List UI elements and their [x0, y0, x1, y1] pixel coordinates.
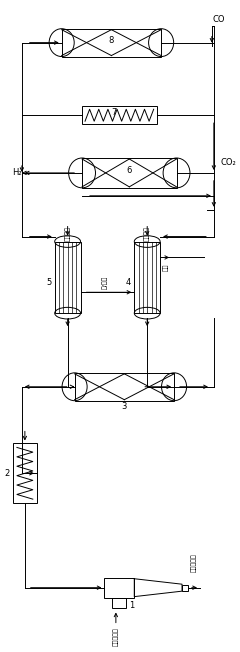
- Text: 3: 3: [122, 402, 127, 411]
- Bar: [62, 29, 161, 57]
- Text: 水/蒸汽: 水/蒸汽: [103, 276, 108, 289]
- Text: 7: 7: [112, 108, 117, 117]
- Bar: [82, 106, 157, 124]
- Text: 6: 6: [127, 166, 132, 175]
- Bar: [134, 241, 160, 313]
- Text: H₂: H₂: [12, 168, 22, 177]
- Text: 炒渣: 炒渣: [163, 263, 169, 271]
- Text: 8: 8: [109, 36, 114, 45]
- Bar: [82, 158, 177, 188]
- Bar: [112, 598, 126, 608]
- Bar: [55, 241, 81, 313]
- Text: 1: 1: [129, 600, 134, 610]
- Text: 冷却冒质: 冷却冒质: [65, 226, 70, 241]
- Text: 2: 2: [5, 469, 10, 478]
- Text: 净化合成气: 净化合成气: [191, 554, 197, 572]
- Bar: [104, 578, 134, 598]
- Text: 4: 4: [126, 278, 131, 287]
- Bar: [182, 585, 188, 591]
- Text: CO₂: CO₂: [221, 158, 237, 168]
- Text: 5: 5: [47, 278, 52, 287]
- Text: 冷却冒质: 冷却冒质: [144, 226, 150, 241]
- Text: CO: CO: [213, 15, 225, 23]
- Text: 火电焦硕气: 火电焦硕气: [113, 627, 119, 646]
- Bar: [75, 373, 174, 401]
- Bar: [13, 443, 37, 503]
